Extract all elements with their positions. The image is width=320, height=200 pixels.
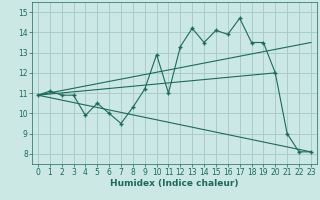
X-axis label: Humidex (Indice chaleur): Humidex (Indice chaleur) [110,179,239,188]
